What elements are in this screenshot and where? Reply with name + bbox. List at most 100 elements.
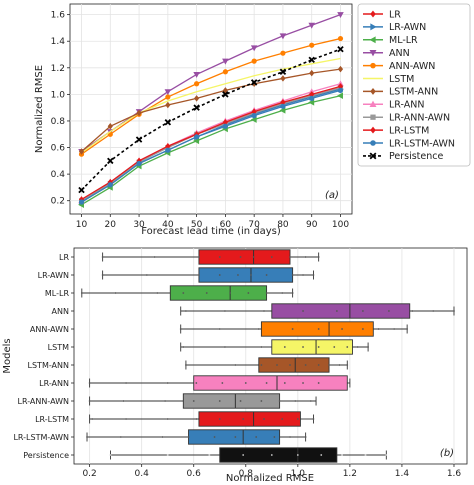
- data-point: [107, 182, 113, 188]
- data-point: [411, 310, 414, 312]
- data-point: [222, 123, 228, 129]
- data-point: [125, 382, 127, 384]
- data-point: [80, 292, 83, 294]
- data-point: [165, 101, 171, 109]
- category-label: LR-ANN-AWN: [18, 397, 70, 406]
- data-point: [289, 364, 291, 366]
- data-point: [114, 292, 117, 294]
- series-line: [81, 85, 341, 200]
- data-point: [388, 310, 390, 312]
- data-point: [335, 310, 338, 312]
- line-chart-x-ticks: 10 20 30 40 50 60 70 80 90 100: [76, 214, 349, 230]
- legend-box: [357, 3, 471, 167]
- box-ann: [180, 303, 455, 319]
- x-tick-label: 70: [248, 220, 260, 230]
- x-tick-label: 0.2: [82, 469, 96, 479]
- data-point: [250, 274, 252, 276]
- data-point: [221, 382, 224, 384]
- data-point: [136, 160, 142, 167]
- data-point: [291, 274, 294, 276]
- data-point: [194, 134, 200, 140]
- data-point: [304, 436, 307, 438]
- line-chart-panel-label: (a): [325, 190, 339, 201]
- x-tick-label: 30: [133, 220, 145, 230]
- data-point: [279, 107, 286, 114]
- data-point: [222, 87, 228, 94]
- legend-marker: [370, 140, 376, 146]
- legend-item-ann: ANN: [363, 48, 410, 59]
- box-lr-lstm: [89, 411, 315, 427]
- data-point: [78, 148, 85, 155]
- data-point: [107, 123, 113, 130]
- box-lr-awn: [101, 267, 315, 283]
- data-point: [279, 68, 287, 76]
- data-point: [317, 256, 320, 258]
- box-iqr: [271, 303, 411, 319]
- data-point: [291, 292, 294, 294]
- box-lstm: [180, 339, 369, 355]
- data-point: [164, 400, 166, 402]
- data-point: [289, 436, 291, 438]
- y-tick-label: 0.8: [51, 117, 66, 127]
- legend-item-lr-lstm: LR-LSTM: [363, 125, 429, 136]
- x-tick-label: 1.6: [447, 469, 462, 479]
- data-point: [193, 137, 200, 145]
- legend-marker: [369, 152, 377, 160]
- legend-marker: [369, 36, 376, 44]
- x-tick-label: 60: [220, 220, 232, 230]
- data-point: [280, 50, 286, 56]
- series-persistence: [78, 45, 344, 194]
- legend-marker: [370, 126, 376, 134]
- legend-item-lr-lstm-awn: LR-LSTM-AWN: [363, 138, 455, 149]
- series-line: [81, 95, 341, 206]
- data-point: [296, 454, 299, 456]
- data-point: [265, 292, 268, 294]
- legend-label: LR-ANN: [389, 100, 424, 111]
- data-point: [283, 382, 286, 384]
- data-point: [125, 418, 127, 420]
- x-tick-label: 1.2: [343, 469, 357, 479]
- data-point: [194, 95, 200, 102]
- data-point: [361, 328, 364, 330]
- data-point: [294, 400, 297, 402]
- data-point: [101, 274, 104, 276]
- box-iqr: [219, 447, 338, 463]
- box-plot-x-axis-label: Normalized RMSE: [226, 473, 314, 484]
- box-plot-y-axis-label: Models: [2, 338, 13, 373]
- data-point: [276, 364, 278, 366]
- data-point: [250, 45, 258, 52]
- box-iqr: [198, 249, 291, 265]
- legend-label: LSTM: [389, 74, 414, 85]
- data-point: [304, 364, 307, 366]
- legend-label: LR-LSTM-AWN: [389, 138, 455, 149]
- legend-item-lr: LR: [363, 9, 401, 20]
- y-tick-label: 0.4: [51, 170, 66, 180]
- category-label: LR-LSTM: [35, 415, 69, 424]
- data-point: [153, 256, 156, 258]
- series-lr-lstm-awn: [78, 87, 344, 205]
- data-point: [296, 418, 299, 420]
- legend-marker: [370, 23, 377, 31]
- x-tick-label: 80: [277, 220, 289, 230]
- box-iqr: [188, 429, 281, 445]
- data-point: [88, 400, 91, 402]
- line-chart-y-ticks: 0.2 0.4 0.6 0.8 1.0 1.2 1.4 1.6: [51, 11, 70, 207]
- data-point: [260, 400, 263, 402]
- data-point: [242, 454, 245, 456]
- legend-items: LR LR-AWN ML-LR ANN ANN-AWN LSTM LSTM-ANN LR-AN…: [363, 9, 455, 162]
- data-point: [308, 56, 315, 64]
- data-point: [346, 364, 349, 366]
- data-point: [257, 328, 260, 330]
- data-point: [281, 418, 284, 420]
- data-point: [377, 328, 380, 330]
- data-point: [224, 310, 226, 312]
- box-plot-panel: 0.2 0.4 0.6 0.8 1.0 1.2 1.4 1.6 LR LR-AWN ML-LR AN…: [2, 247, 468, 484]
- series-ann-awn: [78, 35, 344, 157]
- series-line: [81, 89, 341, 203]
- y-tick-label: 1.6: [51, 11, 66, 21]
- category-label: LR-LSTM-AWN: [13, 433, 69, 442]
- data-point: [187, 436, 190, 438]
- data-point: [135, 136, 143, 143]
- data-point: [260, 346, 263, 348]
- series-lstm: [81, 57, 341, 154]
